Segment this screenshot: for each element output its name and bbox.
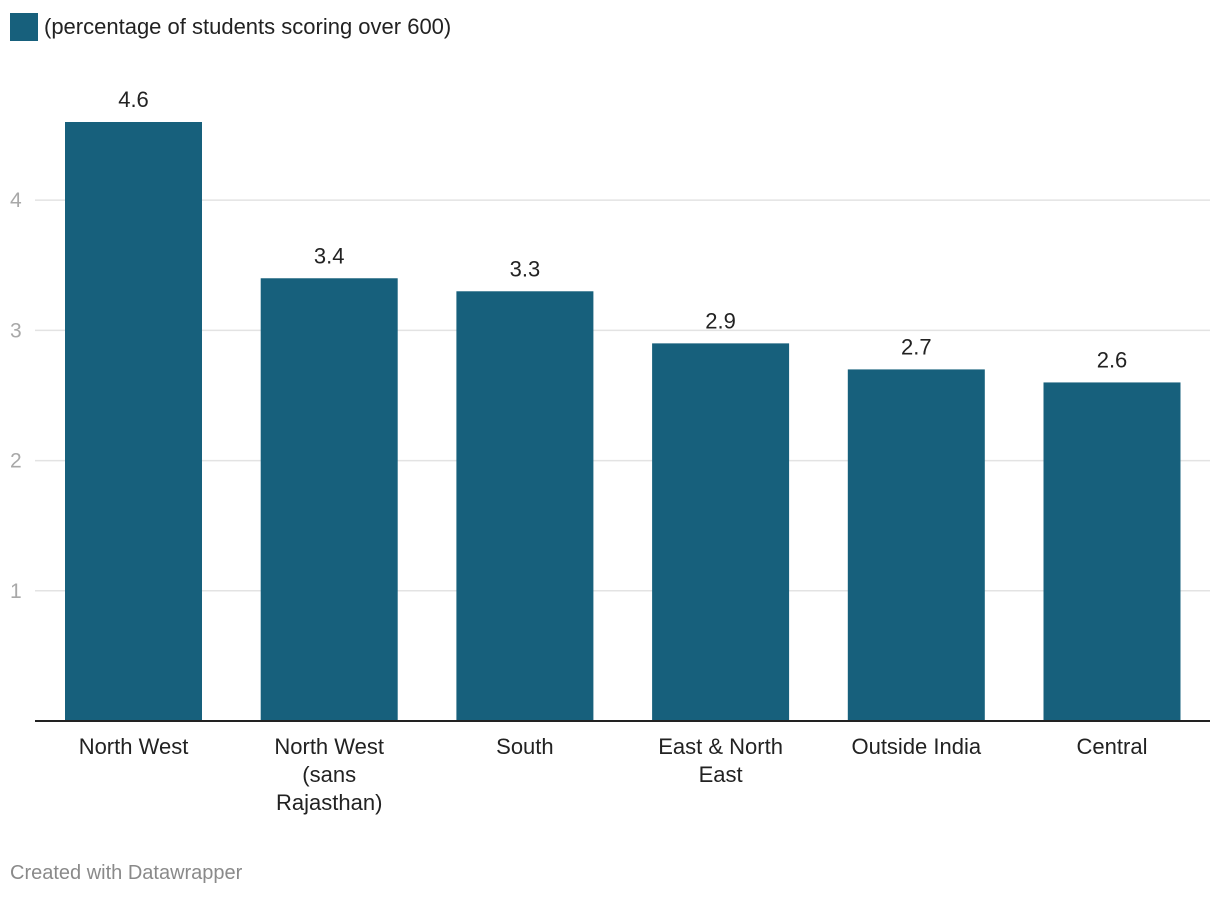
x-category-label: Rajasthan) bbox=[276, 790, 382, 815]
y-tick-label: 4 bbox=[10, 189, 22, 212]
bar-value-label: 4.6 bbox=[118, 87, 149, 112]
x-category-label: Central bbox=[1077, 734, 1148, 759]
y-tick-label: 2 bbox=[10, 450, 22, 473]
legend-swatch bbox=[10, 13, 38, 41]
x-category-label: East & North bbox=[658, 734, 783, 759]
x-category-label: (sans bbox=[302, 762, 356, 787]
x-category-label: Outside India bbox=[851, 734, 981, 759]
bar bbox=[260, 278, 398, 721]
bar-value-label: 3.4 bbox=[314, 243, 345, 268]
bar bbox=[1043, 382, 1181, 721]
datawrapper-credit: Created with Datawrapper bbox=[10, 862, 243, 884]
bar bbox=[652, 343, 790, 721]
chart-legend: (percentage of students scoring over 600… bbox=[10, 12, 451, 42]
y-tick-label: 1 bbox=[10, 580, 22, 603]
bar-value-label: 2.9 bbox=[705, 308, 736, 333]
x-category-label: North West bbox=[79, 734, 189, 759]
x-category-label: South bbox=[496, 734, 554, 759]
x-category-label: North West bbox=[274, 734, 384, 759]
x-category-label: East bbox=[699, 762, 743, 787]
bar-value-label: 3.3 bbox=[510, 256, 541, 281]
bar-value-label: 2.6 bbox=[1097, 347, 1128, 372]
bar bbox=[456, 291, 594, 721]
bar bbox=[65, 122, 202, 721]
y-tick-label: 3 bbox=[10, 319, 22, 342]
legend-label: (percentage of students scoring over 600… bbox=[44, 14, 452, 39]
bar bbox=[847, 369, 985, 721]
bar-value-label: 2.7 bbox=[901, 334, 932, 359]
